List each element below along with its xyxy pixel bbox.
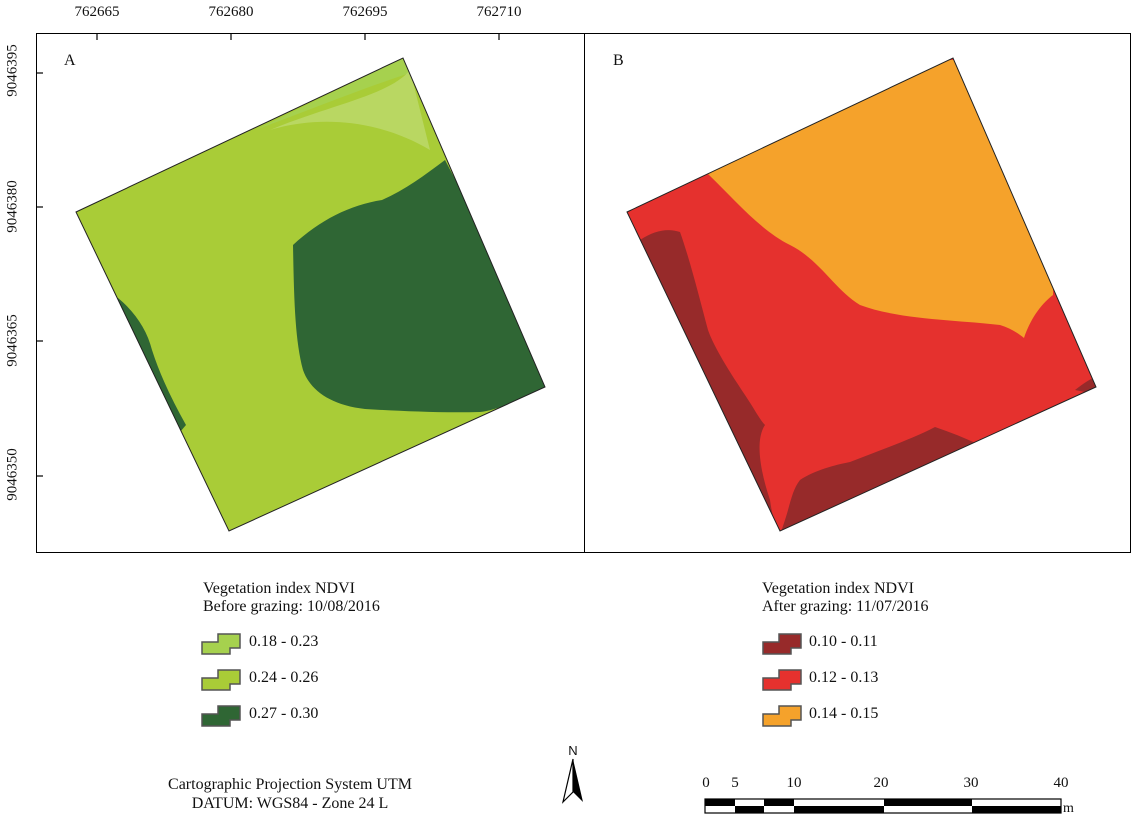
legend-swatch-icon [201,705,241,727]
map-panel-a: A [36,33,585,553]
legend-after-title: Vegetation index NDVI [762,580,914,597]
ndvi-zone-018-023 [255,58,420,130]
legend-before-item-label: 0.18 - 0.23 [249,633,319,650]
legend-swatch-icon [201,633,241,655]
scale-tick-label: 40 [1053,775,1069,791]
panel-label-b: B [613,52,624,69]
x-tick-label: 762710 [476,4,522,20]
scale-bar [704,798,1062,814]
legend-after: Vegetation index NDVI After grazing: 11/… [762,580,928,616]
north-arrow-icon [561,758,583,804]
map-panel-b: B [584,33,1131,553]
ndvi-zone-018-023 [270,70,430,150]
scale-tick-label: 10 [786,775,802,791]
x-tick-label: 762665 [74,4,120,20]
legend-after-item-label: 0.10 - 0.11 [809,633,878,650]
ndvi-map-after [626,57,1097,532]
projection-line-1: Cartographic Projection System UTM [168,776,412,793]
legend-after-item-label: 0.12 - 0.13 [809,669,879,686]
legend-swatch-icon [762,669,802,691]
legend-before: Vegetation index NDVI Before grazing: 10… [203,580,380,616]
legend-swatch-icon [201,669,241,691]
map-frame [36,33,500,477]
legend-after-subtitle: After grazing: 11/07/2016 [762,598,929,615]
legend-swatch-icon [762,633,802,655]
scale-unit: m [1063,801,1074,816]
ndvi-map-before [75,57,546,532]
legend-before-subtitle: Before grazing: 10/08/2016 [203,598,380,615]
legend-before-title: Vegetation index NDVI [203,580,355,597]
north-label: N [568,743,578,758]
ndvi-zone-027-030 [293,160,545,413]
legend-after-item-label: 0.14 - 0.15 [809,705,879,722]
projection-line-2: DATUM: WGS84 - Zone 24 L [191,795,389,812]
legend-before-item-label: 0.27 - 0.30 [249,705,319,722]
scale-tick-label: 30 [963,775,979,791]
projection-info: Cartographic Projection System UTM DATUM… [130,775,450,813]
legend-swatch-icon [762,705,802,727]
x-tick-label: 762695 [342,4,388,20]
scale-tick-label: 20 [873,775,889,791]
x-tick-label: 762680 [208,4,254,20]
legend-before-item-label: 0.24 - 0.26 [249,669,319,686]
scale-tick-label: 5 [731,775,739,791]
panel-label-a: A [64,52,76,69]
scale-tick-label: 0 [702,775,710,791]
